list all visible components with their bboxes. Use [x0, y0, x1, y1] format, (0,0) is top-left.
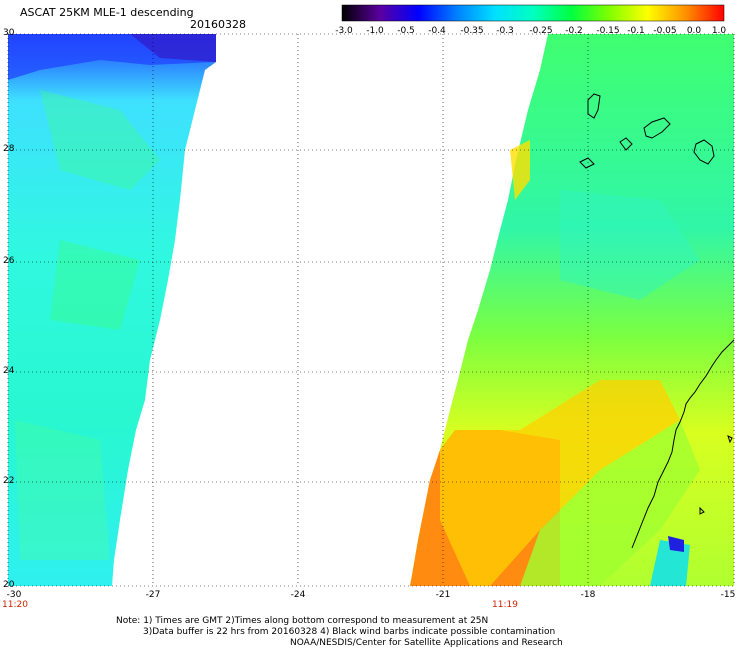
right-swath: [410, 34, 734, 586]
lat-label: 28: [3, 144, 15, 154]
lon-label: -24: [290, 590, 306, 600]
colorbar-label: -1.0: [366, 26, 384, 36]
colorbar-label: 1.0: [711, 26, 727, 36]
colorbar-label: -0.5: [397, 26, 415, 36]
note-line-2: 3)Data buffer is 22 hrs from 20160328 4)…: [143, 627, 556, 637]
left-swath: [8, 34, 216, 586]
colorbar-label: -0.3: [496, 26, 514, 36]
lat-label: 30: [3, 28, 15, 38]
lon-label: -15: [720, 590, 736, 600]
lon-label: -30: [6, 590, 22, 600]
colorbar-label: -3.0: [335, 26, 353, 36]
colorbar-label: -0.05: [653, 26, 677, 36]
lat-label: 20: [3, 580, 15, 590]
swath-time-left: 11:20: [2, 600, 28, 610]
lat-label: 24: [3, 366, 15, 376]
colorbar-label: 0.0: [686, 26, 702, 36]
coastline: [579, 93, 735, 549]
colorbar-label: -0.35: [460, 26, 484, 36]
note-line-1: Note: 1) Times are GMT 2)Times along bot…: [116, 616, 489, 626]
swath-time-right: 11:19: [492, 600, 518, 610]
graticule: [7, 33, 735, 587]
colorbar-label: -0.25: [529, 26, 553, 36]
lat-label: 22: [3, 476, 15, 486]
colorbar-label: -0.2: [565, 26, 583, 36]
lat-label: 26: [3, 256, 15, 266]
map-date: 20160328: [190, 18, 246, 31]
colorbar: [341, 4, 725, 22]
colorbar-label: -0.15: [596, 26, 620, 36]
colorbar-label: -0.4: [428, 26, 446, 36]
map-title: ASCAT 25KM MLE-1 descending: [20, 6, 194, 19]
lon-label: -18: [580, 590, 596, 600]
lon-label: -27: [145, 590, 161, 600]
colorbar-label: -0.1: [627, 26, 645, 36]
lon-label: -21: [435, 590, 451, 600]
note-line-3: NOAA/NESDIS/Center for Satellite Applica…: [290, 638, 563, 648]
